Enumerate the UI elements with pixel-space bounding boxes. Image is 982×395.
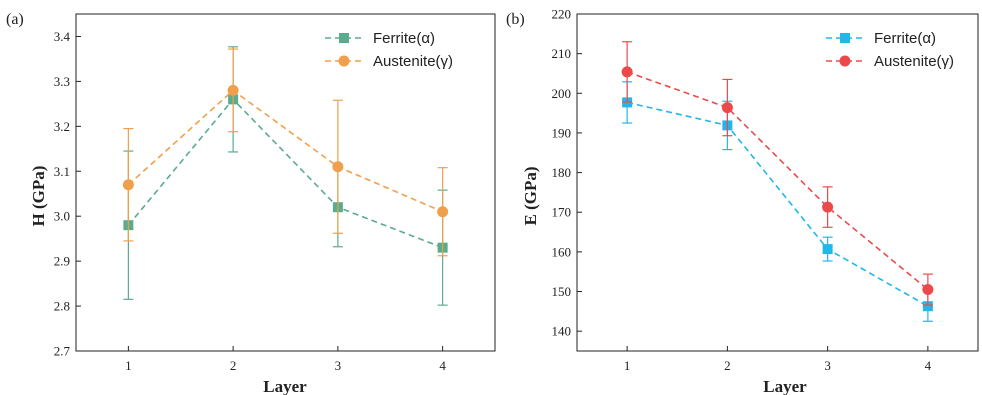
y-tick-label: 170 [552, 205, 572, 220]
series-line [626, 71, 929, 291]
data-point [621, 66, 633, 78]
series-line [626, 101, 929, 307]
data-point [227, 84, 239, 96]
y-tick-label: 2.8 [54, 299, 70, 314]
x-tick-label: 4 [925, 358, 932, 373]
panel-label: (b) [506, 11, 525, 28]
plot-area: 140 150 160 170 180 190 200 210 220 1 2 3 4 [552, 7, 979, 373]
x-tick-label: 3 [824, 358, 831, 373]
x-tick-label: 2 [230, 358, 237, 373]
panel-modulus: (b) E (GPa) Layer 140 150 160 170 180 190 200 2… [506, 7, 979, 395]
legend: Ferrite(α) Austenite(γ) [826, 30, 954, 70]
data-point [822, 244, 833, 255]
data-point [721, 102, 733, 114]
y-tick-label: 3.3 [54, 74, 70, 89]
data-point [922, 284, 934, 296]
plot-frame [75, 13, 496, 352]
legend-marker [339, 33, 349, 43]
legend-label: Austenite(γ) [373, 53, 453, 70]
y-tick-label: 2.9 [54, 254, 70, 269]
y-tick-label: 3.2 [54, 119, 70, 134]
legend-marker [338, 55, 350, 67]
series-line [127, 98, 443, 249]
y-tick-label: 2.7 [54, 344, 71, 359]
legend-label: Austenite(γ) [874, 53, 954, 70]
y-tick-label: 210 [552, 46, 572, 61]
y-tick-label: 160 [552, 244, 572, 259]
y-tick-label: 140 [552, 324, 572, 339]
series-line [127, 89, 443, 213]
legend-label: Ferrite(α) [373, 30, 435, 47]
plot-area: 2.7 2.8 2.9 3.0 3.1 3.2 3.3 3.4 1 2 3 4 [54, 13, 496, 373]
data-point [922, 301, 933, 312]
plot-frame [576, 13, 979, 352]
x-axis-title: Layer [263, 377, 307, 395]
data-point [332, 161, 344, 173]
y-tick-label: 3.0 [54, 209, 70, 224]
y-axis-title: H (GPa) [29, 166, 48, 227]
data-point [822, 201, 834, 213]
legend-label: Ferrite(α) [874, 30, 936, 47]
panel-label: (a) [6, 11, 24, 28]
x-tick-label: 2 [724, 358, 731, 373]
x-tick-label: 3 [335, 358, 342, 373]
y-tick-label: 190 [552, 125, 572, 140]
x-tick-label: 1 [125, 358, 132, 373]
y-tick-label: 200 [552, 86, 572, 101]
legend-marker [840, 33, 850, 43]
legend-marker [839, 55, 851, 67]
x-tick-label: 1 [624, 358, 631, 373]
y-tick-label: 3.4 [54, 29, 71, 44]
y-tick-label: 150 [552, 284, 572, 299]
y-tick-label: 220 [552, 7, 572, 22]
data-point [437, 206, 449, 218]
data-point [122, 179, 134, 191]
panel-hardness: (a) H (GPa) Layer 2.7 2.8 2.9 3.0 3.1 3.2 3.3 3… [6, 11, 496, 395]
x-axis-title: Layer [763, 377, 807, 395]
y-tick-label: 3.1 [54, 164, 70, 179]
x-tick-label: 4 [439, 358, 446, 373]
y-tick-label: 180 [552, 165, 572, 180]
legend: Ferrite(α) Austenite(γ) [325, 30, 453, 70]
y-axis-title: E (GPa) [521, 166, 540, 225]
